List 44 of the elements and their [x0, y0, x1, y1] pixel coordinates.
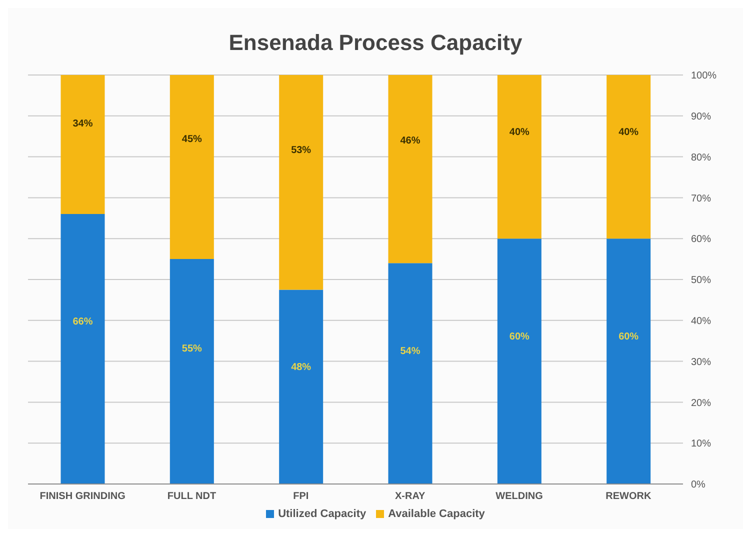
- x-tick-label: FULL NDT: [167, 491, 216, 502]
- data-label: 48%: [291, 362, 312, 374]
- data-label: 45%: [182, 134, 202, 146]
- y-tick-label: 30%: [691, 356, 712, 368]
- y-tick-label: 50%: [691, 275, 712, 286]
- bar: [279, 75, 324, 290]
- bar: [170, 75, 214, 260]
- data-label: 34%: [72, 118, 93, 130]
- y-tick-label: 100%: [691, 70, 717, 82]
- data-label: 54%: [400, 346, 420, 358]
- data-label: 55%: [182, 344, 202, 355]
- y-tick-label: 90%: [691, 111, 712, 122]
- y-tick-label: 70%: [691, 193, 712, 204]
- bar: [388, 263, 432, 484]
- data-label: 40%: [618, 126, 639, 138]
- x-tick-label: X-RAY: [394, 491, 426, 502]
- bar: [497, 75, 542, 239]
- data-label: 53%: [291, 144, 312, 156]
- y-tick-label: 10%: [691, 438, 712, 450]
- data-label: 40%: [509, 126, 530, 138]
- x-tick-label: REWORK: [606, 491, 652, 502]
- data-label: 66%: [72, 316, 93, 328]
- bar: [388, 75, 432, 264]
- data-label: 46%: [400, 135, 420, 146]
- chart-title: Ensenada Process Capacity: [228, 29, 524, 57]
- bar: [60, 75, 105, 214]
- y-tick-label: 40%: [691, 316, 712, 327]
- x-tick-label: FINISH GRINDING: [40, 491, 126, 502]
- bar: [497, 238, 542, 484]
- data-label: 60%: [618, 331, 639, 342]
- x-tick-label: WELDING: [496, 491, 544, 502]
- y-tick-label: 80%: [691, 152, 712, 164]
- bar: [60, 214, 105, 484]
- bar: [279, 290, 324, 484]
- y-tick-label: 60%: [691, 234, 712, 246]
- y-tick-label: 0%: [691, 480, 706, 491]
- data-label: 60%: [509, 331, 530, 342]
- legend-label: Available Capacity: [388, 508, 485, 520]
- bar: [606, 75, 651, 239]
- y-tick-label: 20%: [691, 398, 712, 409]
- bar: [606, 238, 651, 484]
- x-tick-label: FPI: [293, 491, 309, 502]
- legend-label: Utilized Capacity: [278, 508, 366, 520]
- bar: [170, 259, 214, 484]
